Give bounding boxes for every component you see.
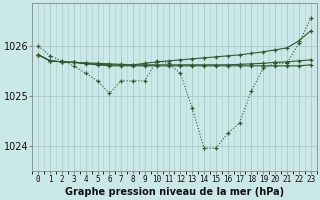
X-axis label: Graphe pression niveau de la mer (hPa): Graphe pression niveau de la mer (hPa) [65,187,284,197]
